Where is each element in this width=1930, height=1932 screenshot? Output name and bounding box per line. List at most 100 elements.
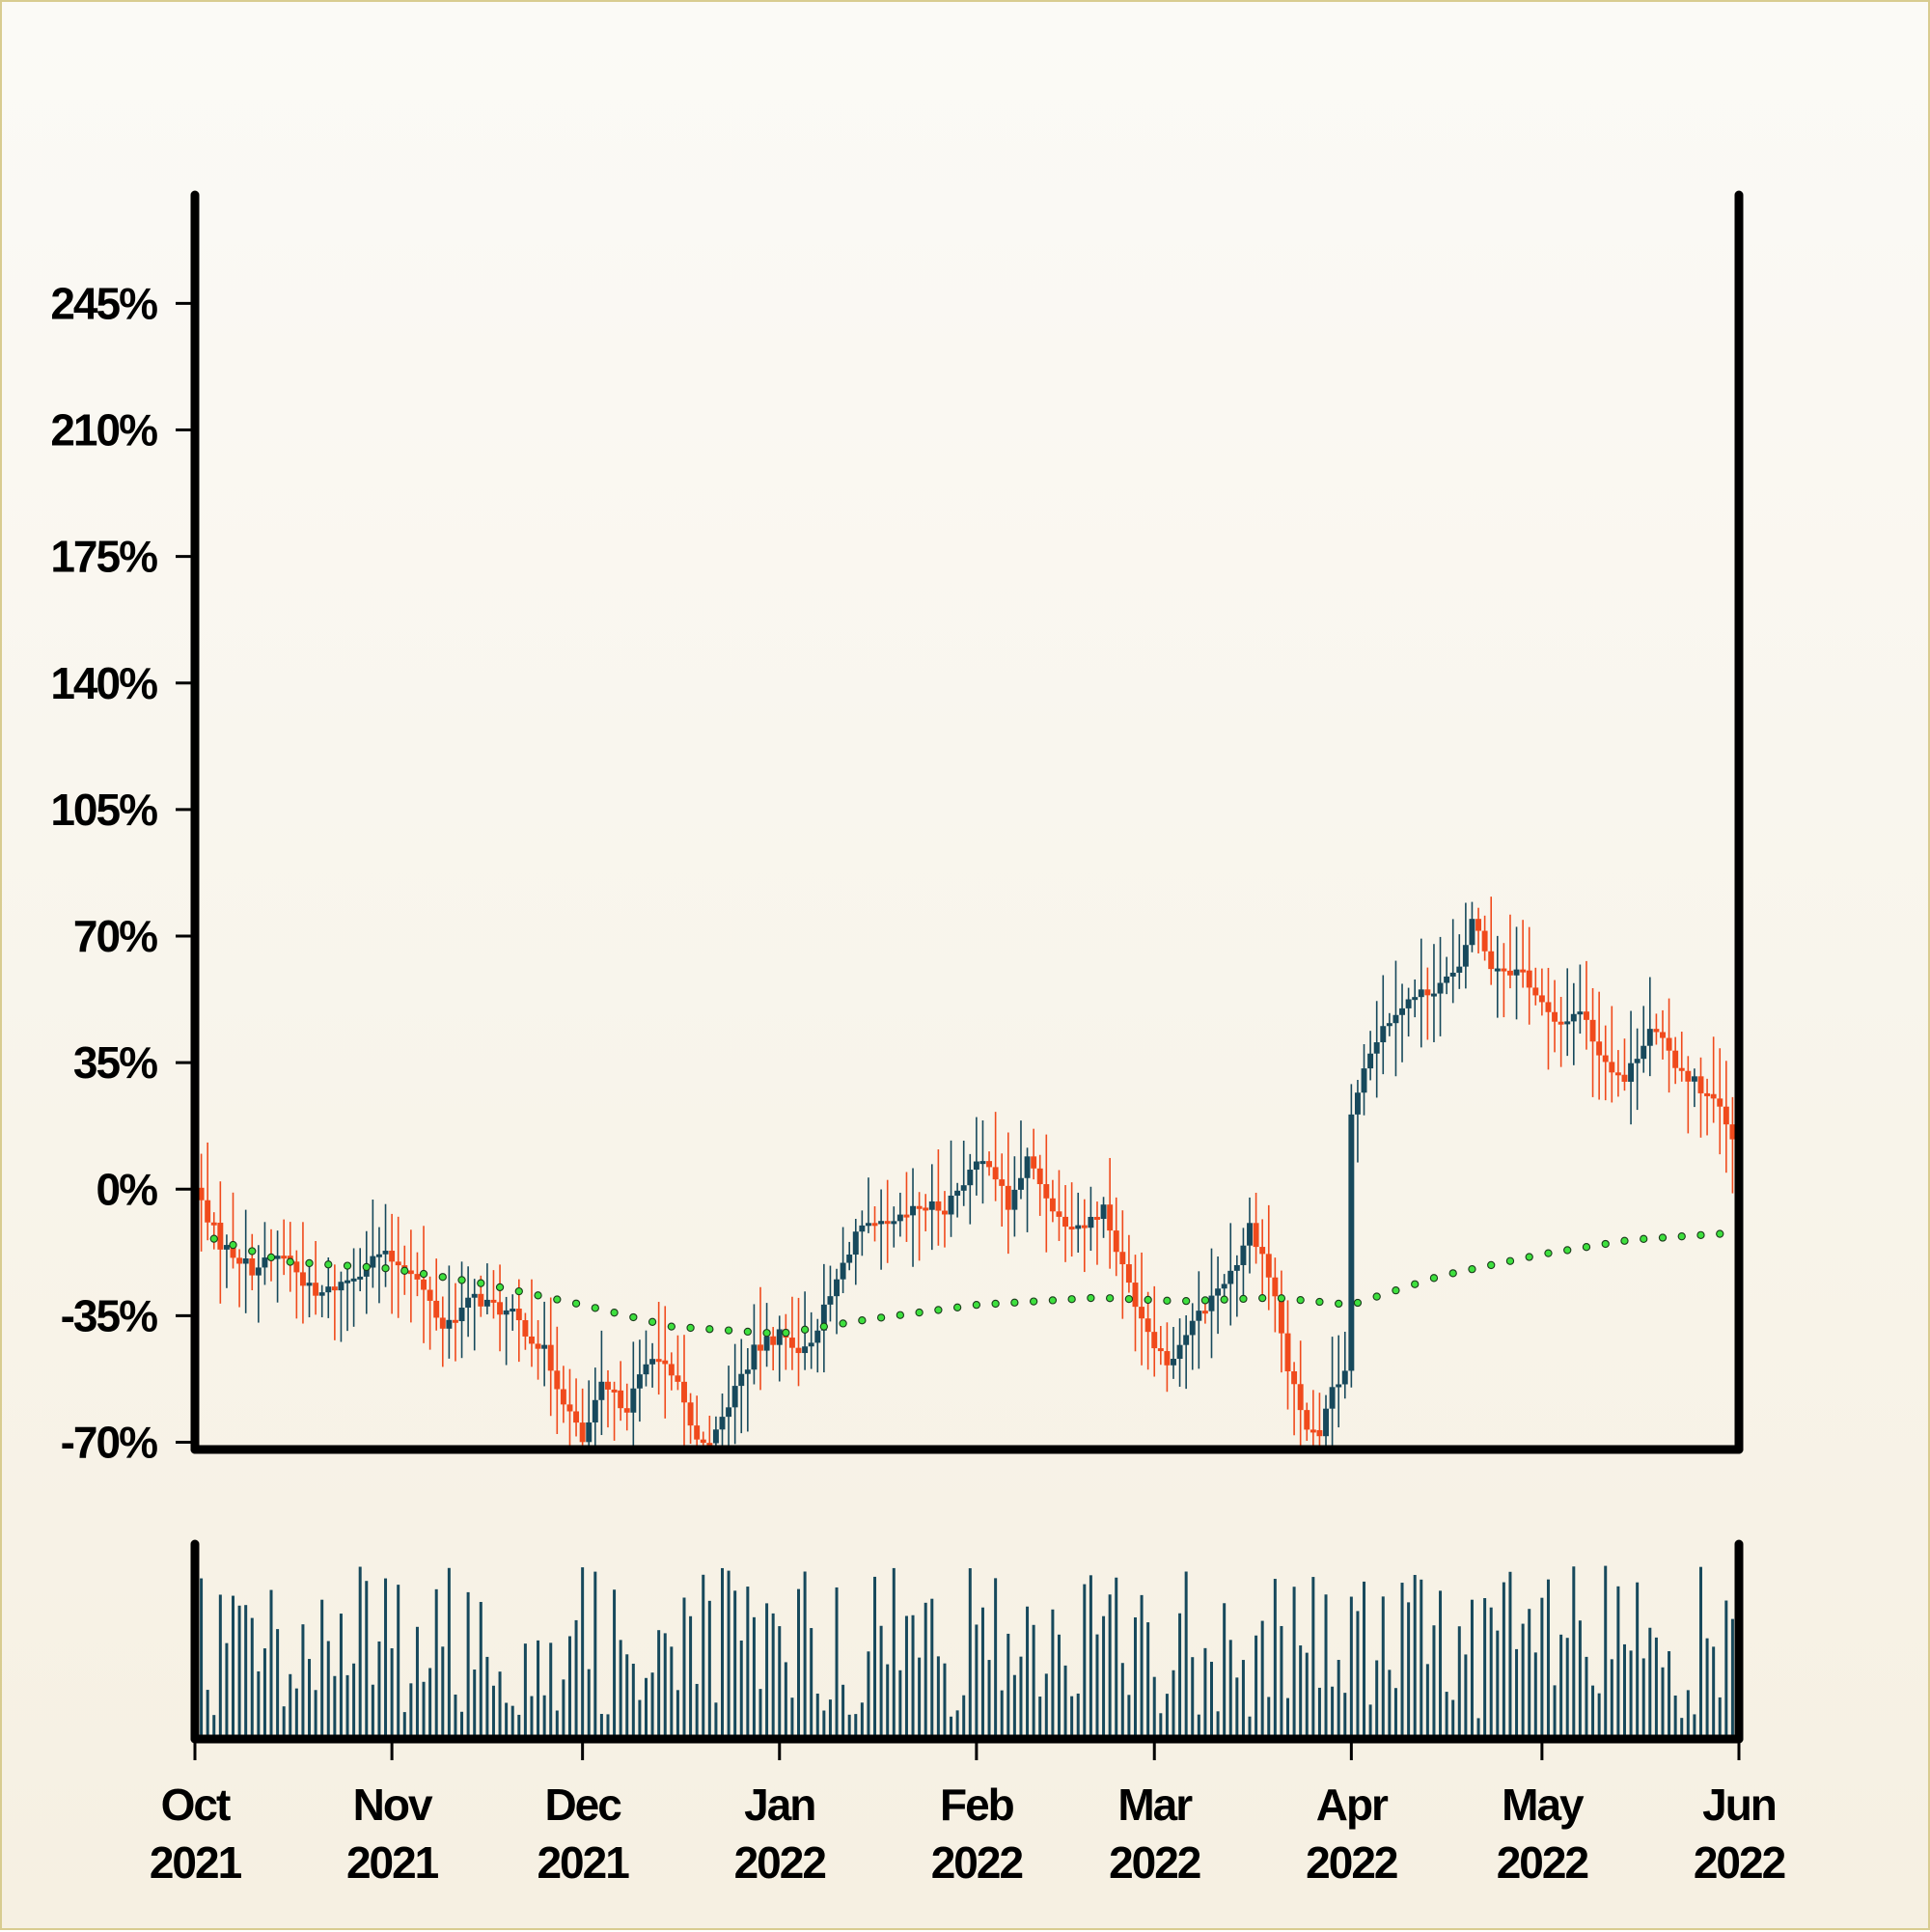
- volume-bar: [670, 1646, 674, 1739]
- moving-average-point: [896, 1311, 905, 1319]
- volume-bar: [390, 1648, 394, 1739]
- volume-bar: [1076, 1693, 1080, 1739]
- candle-body: [1723, 1106, 1729, 1125]
- moving-average-point: [477, 1279, 485, 1287]
- volume-bar: [1133, 1616, 1137, 1739]
- y-tick-label: 210%: [50, 405, 157, 455]
- moving-average-point: [991, 1299, 1000, 1309]
- volume-bar: [434, 1588, 438, 1739]
- volume-bar: [835, 1587, 839, 1739]
- candle-body: [1221, 1283, 1227, 1289]
- volume-bar: [599, 1714, 603, 1739]
- volume-bar: [1375, 1660, 1379, 1739]
- volume-bar: [1668, 1651, 1671, 1739]
- y-tick-label: 245%: [50, 278, 157, 328]
- candle-body: [503, 1310, 510, 1315]
- candle-body: [649, 1359, 656, 1365]
- moving-average-point: [782, 1328, 790, 1338]
- candle-body: [1024, 1156, 1031, 1178]
- candle-body: [1710, 1093, 1717, 1099]
- volume-bar: [301, 1624, 305, 1739]
- volume-bar: [1496, 1630, 1500, 1739]
- candle-body: [1538, 995, 1545, 1003]
- candle-body: [560, 1389, 566, 1405]
- volume-bar: [1718, 1697, 1722, 1739]
- volume-bar: [1254, 1635, 1258, 1739]
- volume-bar: [454, 1694, 457, 1739]
- candle-body: [979, 1161, 986, 1165]
- volume-bar: [206, 1690, 209, 1739]
- volume-bar: [810, 1628, 813, 1739]
- moving-average-point: [705, 1325, 714, 1334]
- candle-body: [1653, 1029, 1660, 1033]
- volume-bar: [1648, 1627, 1652, 1739]
- candle-body: [1558, 1021, 1564, 1025]
- moving-average-point: [1620, 1236, 1629, 1245]
- moving-average-point: [591, 1304, 599, 1312]
- candle-body: [1596, 1041, 1603, 1056]
- candle-body: [852, 1231, 859, 1256]
- candle-body: [1157, 1348, 1164, 1352]
- candle-body: [1691, 1076, 1697, 1082]
- volume-bar: [650, 1672, 654, 1739]
- candle-body: [1660, 1032, 1666, 1038]
- volume-bar: [911, 1615, 915, 1739]
- volume-bar: [930, 1598, 934, 1739]
- candle-body: [592, 1399, 598, 1422]
- candle-body: [1272, 1277, 1279, 1297]
- candle-body: [465, 1297, 472, 1309]
- volume-bar: [1286, 1697, 1290, 1739]
- volume-bar: [822, 1710, 826, 1739]
- moving-average-point: [381, 1264, 390, 1273]
- volume-bar: [1661, 1667, 1665, 1739]
- moving-average-point: [1525, 1253, 1533, 1261]
- volume-bar: [739, 1640, 743, 1739]
- candle-body: [274, 1256, 281, 1259]
- candle-body: [871, 1223, 878, 1227]
- volume-bar: [1267, 1697, 1271, 1739]
- volume-bar: [276, 1629, 280, 1739]
- candle-body: [820, 1304, 827, 1331]
- candle-body: [1494, 968, 1501, 972]
- x-tick-year-label: 2022: [1306, 1837, 1397, 1888]
- volume-bar: [1693, 1714, 1696, 1739]
- candle-body: [1196, 1311, 1202, 1321]
- volume-bar: [1095, 1634, 1099, 1739]
- candle-body: [407, 1270, 414, 1275]
- volume-bar: [886, 1664, 890, 1739]
- volume-bar: [1305, 1652, 1309, 1739]
- candle-body: [1081, 1225, 1088, 1228]
- candle-body: [1685, 1070, 1692, 1082]
- volume-bar: [1464, 1654, 1468, 1739]
- volume-bar: [1597, 1693, 1601, 1739]
- x-tick-month-label: May: [1502, 1780, 1585, 1830]
- volume-bar: [491, 1685, 495, 1739]
- candle-body: [446, 1319, 453, 1329]
- volume-bar: [1546, 1579, 1550, 1739]
- volume-bar: [1413, 1574, 1417, 1739]
- candle-body: [439, 1317, 446, 1329]
- volume-bar: [1470, 1599, 1474, 1739]
- candle-body: [840, 1262, 846, 1280]
- volume-bar: [943, 1663, 947, 1739]
- volume-bar: [867, 1651, 870, 1739]
- moving-average-point: [1258, 1294, 1267, 1303]
- volume-bar: [1260, 1620, 1264, 1739]
- candle-body: [935, 1201, 942, 1211]
- volume-bar: [1115, 1577, 1118, 1739]
- candle-body: [1119, 1252, 1126, 1265]
- candle-body: [1386, 1023, 1392, 1027]
- volume-bar: [1012, 1674, 1016, 1739]
- candle-body: [598, 1381, 605, 1400]
- volume-bar: [975, 1624, 979, 1739]
- volume-bar: [289, 1673, 292, 1739]
- x-tick-month-label: Nov: [353, 1780, 433, 1830]
- volume-bar: [1381, 1596, 1385, 1739]
- candle-body: [1049, 1198, 1056, 1212]
- candle-body: [1373, 1042, 1380, 1054]
- moving-average-point: [266, 1253, 276, 1262]
- moving-average-point: [686, 1323, 695, 1333]
- volume-bar: [1191, 1657, 1195, 1739]
- candle-body: [878, 1221, 885, 1225]
- moving-average-point: [1163, 1296, 1172, 1305]
